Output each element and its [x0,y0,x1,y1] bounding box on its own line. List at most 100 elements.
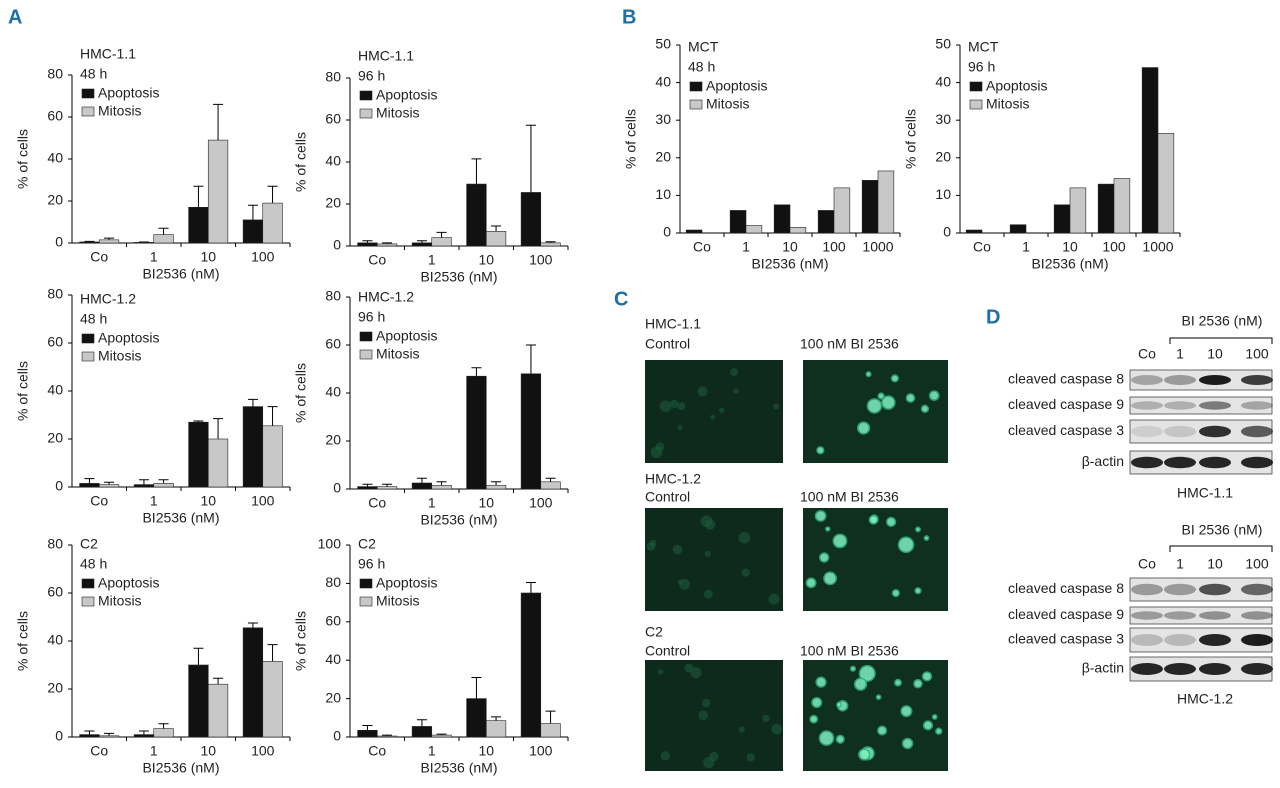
bar [133,242,155,244]
error-bar [416,719,427,727]
cell [768,593,780,605]
band [1131,634,1163,646]
y-tick-label: 0 [333,728,341,744]
bar [153,483,174,488]
y-tick-label: 80 [325,288,341,304]
error-bar [247,622,258,628]
chart-subtitle: 96 h [358,556,385,572]
bar [1141,67,1159,234]
blot-header: BI 2536 (nM) [1182,313,1263,329]
chart-subtitle: 48 h [688,59,715,75]
apoptotic-cell [897,536,915,554]
x-tick-label: 100 [251,493,275,509]
band [1131,401,1163,410]
panel-label: D [986,306,1000,328]
error-bar [416,240,427,243]
apoptotic-cell [905,393,916,403]
apoptotic-cell [823,571,838,586]
lane-label: 100 [1245,346,1269,362]
lane-label: Co [1138,346,1156,362]
cell [697,386,708,397]
band [1131,425,1163,438]
chart-title: MCT [968,39,999,55]
cell [677,402,686,411]
x-tick-label: 100 [529,743,553,759]
chart-title: HMC-1.1 [80,46,136,62]
y-tick-label: 60 [325,336,341,352]
bar [520,592,542,738]
y-axis-label: % of cells [293,132,309,192]
cell [672,544,683,555]
bracket [1169,545,1273,552]
legend-swatch [81,578,95,589]
error-bar [362,724,373,731]
x-tick-label: 1 [150,743,158,759]
x-tick-label: 1 [428,495,436,511]
x-tick-label: 1 [428,743,436,759]
apoptotic-cell [877,725,888,736]
band [1199,401,1231,410]
y-axis-label: % of cells [15,361,31,421]
apoptotic-cell [805,577,817,589]
x-tick-label: 100 [529,495,553,511]
x-tick-label: 100 [1102,239,1126,255]
band [1164,425,1196,438]
row-label: cleaved caspase 9 [1008,396,1124,412]
error-bar [213,677,224,685]
x-tick-label: Co [973,239,991,255]
bar [411,482,433,490]
bar [133,734,155,738]
y-tick-label: 40 [325,153,341,169]
apoptotic-cell [809,714,819,724]
y-tick-label: 20 [655,149,671,165]
legend-swatch [359,578,373,589]
band [1164,583,1196,596]
band [1164,375,1196,385]
row-label: β-actin [1082,660,1124,676]
error-bar [471,158,482,185]
apoptotic-cell [875,694,882,701]
x-tick-label: 1000 [1142,239,1173,255]
cell [690,667,702,679]
y-tick-label: 10 [935,186,951,202]
chart-title: HMC-1.2 [80,291,136,307]
apoptotic-cell [849,665,857,672]
error-bar [471,676,482,699]
cell [657,669,664,675]
bar [773,204,791,234]
y-tick-label: 60 [325,111,341,127]
x-axis-label: BI2536 (nM) [1031,256,1108,272]
condition-label: Control [645,643,690,659]
y-tick-label: 60 [47,108,63,124]
bar [262,425,283,488]
panel-label: A [8,6,22,28]
apoptotic-cell [923,535,930,541]
apoptotic-cell [811,696,823,709]
band [1241,611,1273,620]
x-tick-label: 1 [428,252,436,268]
legend-label: Apoptosis [376,575,437,591]
legend-label: Apoptosis [98,85,159,101]
bar [79,734,100,738]
y-tick-label: 40 [655,73,671,89]
x-tick-label: 1 [150,249,158,265]
y-tick-label: 100 [318,536,342,552]
x-tick-label: 100 [251,743,275,759]
y-axis-label: % of cells [293,611,309,671]
legend-swatch [689,99,703,110]
apoptotic-cell [853,677,868,691]
band [1199,611,1231,620]
apoptotic-cell [914,587,922,595]
x-tick-label: 1000 [862,239,893,255]
y-tick-label: 50 [655,36,671,52]
y-tick-label: 50 [935,36,951,52]
band [1199,425,1231,438]
bar [98,484,120,488]
cell [679,578,691,590]
legend-swatch [359,349,373,360]
y-tick-label: 60 [325,613,341,629]
row-label: cleaved caspase 3 [1008,631,1124,647]
y-tick-label: 80 [47,536,63,552]
bar [789,227,807,234]
